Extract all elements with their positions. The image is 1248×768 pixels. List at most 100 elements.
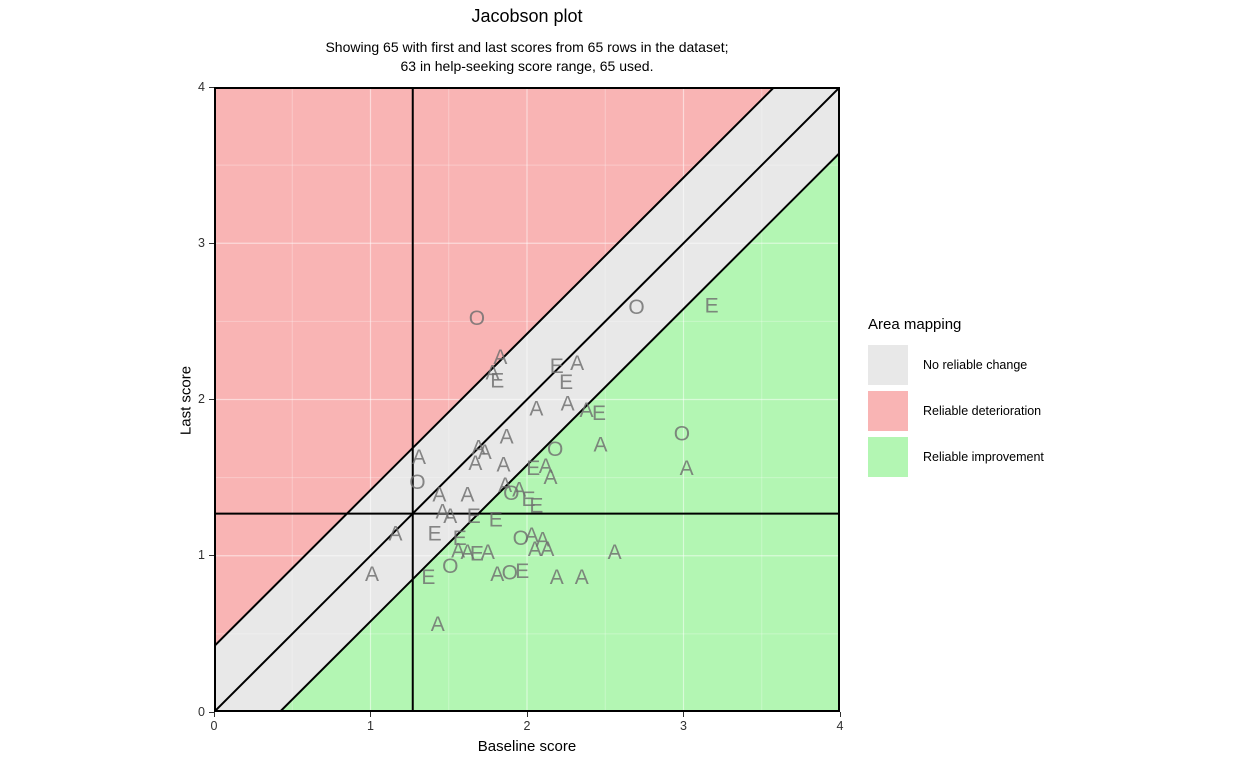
scatter-point-E: E xyxy=(515,560,529,583)
scatter-point-O: O xyxy=(409,471,425,494)
scatter-point-A: A xyxy=(594,433,608,456)
scatter-point-A: A xyxy=(432,483,446,506)
scatter-point-A: A xyxy=(500,426,514,449)
y-tick-label: 2 xyxy=(198,392,205,406)
legend-row-reliable-deterioration: Reliable deterioration xyxy=(868,391,1044,431)
legend-label-reliable-improvement: Reliable improvement xyxy=(923,450,1044,464)
scatter-point-A: A xyxy=(478,441,492,464)
identity-line xyxy=(213,86,841,713)
scatter-point-A: A xyxy=(498,474,512,497)
scatter-point-A: A xyxy=(543,466,557,489)
scatter-point-A: A xyxy=(561,393,575,416)
x-tick-mark xyxy=(526,712,528,717)
y-axis-title: Last score xyxy=(177,365,195,436)
y-tick-label: 1 xyxy=(198,548,205,563)
legend-label-no-reliable-change: No reliable change xyxy=(923,358,1028,372)
scatter-point-E: E xyxy=(453,527,467,550)
x-tick-label: 0 xyxy=(210,719,218,733)
scatter-point-A: A xyxy=(486,361,500,384)
x-tick-mark xyxy=(683,712,684,717)
scatter-point-O: O xyxy=(469,307,485,330)
scatter-point-A: A xyxy=(389,522,403,545)
scatter-point-E: E xyxy=(705,294,719,317)
scatter-point-A: A xyxy=(570,352,584,375)
chart-title: Jacobson plot xyxy=(471,6,583,26)
scatter-point-A: A xyxy=(528,538,542,561)
chart-subtitle: Showing 65 with first and last scores fr… xyxy=(164,38,890,76)
scatter-point-O: O xyxy=(513,527,529,550)
scatter-point-A: A xyxy=(490,563,504,586)
y-tick-label: 0 xyxy=(198,704,205,719)
panel-border xyxy=(214,87,840,712)
scatter-point-E: E xyxy=(467,505,481,528)
scatter-point-O: O xyxy=(502,561,518,584)
legend-swatch-reliable-deterioration xyxy=(868,391,908,431)
legend-swatch-reliable-improvement xyxy=(868,437,908,477)
scatter-point-A: A xyxy=(539,455,553,478)
scatter-point-E: E xyxy=(559,371,573,394)
scatter-point-A: A xyxy=(365,563,379,586)
scatter-point-A: A xyxy=(451,540,465,563)
scatter-point-A: A xyxy=(443,505,457,528)
scatter-point-A: A xyxy=(680,457,694,480)
scatter-point-A: A xyxy=(481,541,495,564)
scatter-point-A: A xyxy=(468,452,482,475)
scatter-point-A: A xyxy=(461,541,475,564)
rci-lower-line xyxy=(279,151,841,713)
legend-title: Area mapping xyxy=(868,316,962,333)
y-tick-label: 3 xyxy=(198,235,205,250)
scatter-point-A: A xyxy=(608,541,622,564)
chart-subtitle-line1: Showing 65 with first and last scores fr… xyxy=(325,39,729,55)
x-tick-label: 3 xyxy=(680,719,687,733)
scatter-point-O: O xyxy=(674,422,690,445)
scatter-point-E: E xyxy=(489,508,503,531)
scatter-point-A: A xyxy=(493,346,507,369)
scatter-point-O: O xyxy=(503,482,519,505)
scatter-point-A: A xyxy=(497,454,511,477)
scatter-point-E: E xyxy=(592,402,606,425)
legend: Area mapping No reliable change Reliable… xyxy=(868,316,1044,483)
legend-label-reliable-deterioration: Reliable deterioration xyxy=(923,404,1042,418)
scatter-point-E: E xyxy=(522,488,536,511)
x-axis-title: Baseline score xyxy=(477,738,577,755)
y-tick-label: 4 xyxy=(198,79,205,94)
scatter-point-E: E xyxy=(550,355,564,378)
scatter-point-A: A xyxy=(435,501,449,524)
x-tick-label: 2 xyxy=(523,719,531,733)
scatter-point-A: A xyxy=(412,446,426,469)
scatter-point-A: A xyxy=(536,529,550,552)
y-tick-mark xyxy=(209,399,214,400)
scatter-point-E: E xyxy=(529,494,543,517)
scatter-point-E: E xyxy=(526,457,540,480)
y-tick-mark xyxy=(209,711,214,713)
scatter-point-A: A xyxy=(540,538,554,561)
scatter-point-A: A xyxy=(550,566,564,589)
legend-row-no-reliable-change: No reliable change xyxy=(868,345,1044,385)
scatter-point-O: O xyxy=(547,438,563,461)
x-tick-mark xyxy=(370,712,371,717)
scatter-point-E: E xyxy=(490,369,504,392)
x-tick-mark xyxy=(213,712,215,717)
scatter-point-E: E xyxy=(428,522,442,545)
scatter-point-O: O xyxy=(442,555,458,578)
scatter-point-A: A xyxy=(431,613,445,636)
scatter-point-A: A xyxy=(575,566,589,589)
scatter-point-E: E xyxy=(421,566,435,589)
x-tick-mark xyxy=(839,712,841,717)
y-tick-mark xyxy=(209,555,214,557)
scatter-point-E: E xyxy=(470,543,484,566)
scatter-point-A: A xyxy=(461,483,475,506)
rci-upper-line xyxy=(213,86,775,648)
legend-row-reliable-improvement: Reliable improvement xyxy=(868,437,1044,477)
scatter-point-A: A xyxy=(525,524,539,547)
legend-swatch-no-reliable-change xyxy=(868,345,908,385)
x-tick-label: 1 xyxy=(367,719,374,733)
chart-subtitle-line2: 63 in help-seeking score range, 65 used. xyxy=(400,58,654,74)
y-tick-mark xyxy=(209,86,214,88)
y-tick-mark xyxy=(209,242,214,244)
scatter-point-A: A xyxy=(512,479,526,502)
scatter-point-A: A xyxy=(579,399,593,422)
